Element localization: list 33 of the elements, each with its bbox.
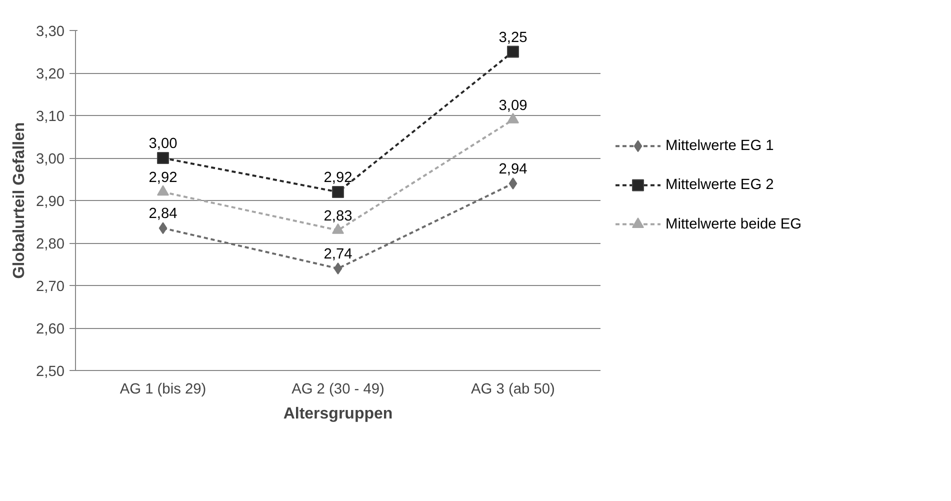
y-tick-label: 2,80 xyxy=(36,236,65,252)
x-axis-title: Altersgruppen xyxy=(283,406,393,422)
legend-label: Mittelwerte beide EG xyxy=(666,216,802,232)
data-label: 2,74 xyxy=(324,246,352,262)
x-tick-label: AG 3 (ab 50) xyxy=(471,382,555,398)
y-axis-title: Globalurteil Gefallen xyxy=(10,122,28,279)
data-label: 3,09 xyxy=(498,98,528,114)
point xyxy=(158,222,168,234)
legend-label: Mittelwerte EG 1 xyxy=(666,138,774,154)
data-label: 3,00 xyxy=(148,136,178,152)
x-tick-label: AG 2 (30 - 49) xyxy=(292,382,384,398)
point xyxy=(157,152,169,164)
data-label: 2,92 xyxy=(324,170,352,186)
y-tick-label: 3,30 xyxy=(36,24,65,40)
y-tick-label: 3,10 xyxy=(36,109,65,125)
data-label: 2,94 xyxy=(498,162,528,178)
y-tick-label: 3,20 xyxy=(36,66,65,82)
data-label: 2,83 xyxy=(324,208,352,224)
y-tick-label: 2,50 xyxy=(36,364,65,380)
y-tick-label: 2,70 xyxy=(36,279,65,295)
point xyxy=(332,186,344,198)
point xyxy=(508,178,518,190)
legend-label: Mittelwerte EG 2 xyxy=(666,177,774,194)
y-tick-label: 3,00 xyxy=(36,152,65,168)
point xyxy=(157,185,169,196)
point xyxy=(334,262,342,274)
data-label: 3,25 xyxy=(498,30,528,46)
point xyxy=(507,46,519,58)
x-tick-label: AG 1 (bis 29) xyxy=(120,382,206,398)
data-label: 2,84 xyxy=(148,206,178,222)
y-tick-label: 2,90 xyxy=(36,194,65,210)
y-tick-label: 2,60 xyxy=(36,322,65,338)
data-label: 2,92 xyxy=(148,170,178,186)
